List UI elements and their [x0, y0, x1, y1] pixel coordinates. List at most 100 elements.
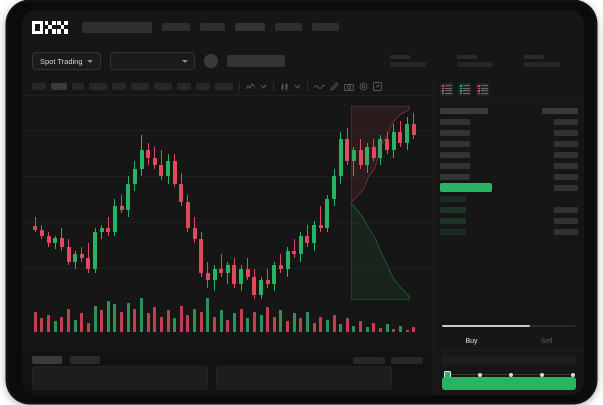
camera-icon[interactable] [344, 83, 354, 91]
volume-bar [159, 316, 163, 332]
candle-body [179, 183, 184, 203]
orders-action-0[interactable] [353, 357, 385, 364]
timeframe-button-1[interactable] [51, 83, 67, 90]
chart-type-icon[interactable] [280, 82, 289, 91]
stat-value [524, 61, 560, 67]
ask-size [554, 140, 578, 147]
candle-wick [81, 246, 83, 262]
app-screen: Spot Trading [22, 10, 584, 395]
market-type-dropdown[interactable]: Spot Trading [32, 52, 101, 70]
timeframe-button-2[interactable] [72, 83, 84, 90]
buy-sell-tabs: Buy Sell [434, 332, 584, 350]
timeframe-button-8[interactable] [196, 83, 210, 90]
orderbook-bid-row[interactable] [440, 216, 578, 225]
pencil-icon[interactable] [330, 82, 339, 91]
orderbook-last-price-row[interactable] [440, 183, 578, 192]
timeframe-button-4[interactable] [112, 83, 126, 90]
logo-letter-x [57, 20, 68, 34]
volume-bar [345, 318, 349, 332]
trading-pair-select[interactable] [109, 52, 195, 70]
volume-bar [292, 313, 296, 332]
okx-logo-icon[interactable] [32, 20, 68, 34]
toolbar-divider [273, 82, 274, 91]
orderbook-bid-row[interactable] [440, 227, 578, 236]
nav-item-0[interactable] [162, 23, 190, 31]
candle-body [132, 168, 137, 184]
volume-bar [67, 308, 70, 332]
candle-body [345, 139, 350, 162]
tab-open-orders[interactable] [32, 356, 62, 369]
slider-stop-50[interactable] [509, 372, 513, 377]
orderbook-asks-icon[interactable] [476, 83, 489, 96]
candle-body [119, 206, 124, 210]
candle-body [39, 230, 44, 236]
timeframe-button-9[interactable] [215, 83, 233, 90]
price-chart[interactable] [22, 96, 433, 350]
orderbook-ask-row[interactable] [440, 150, 578, 159]
volume-bar [120, 311, 124, 332]
orders-action-1[interactable] [391, 357, 423, 364]
orderbook-ask-row[interactable] [440, 172, 578, 181]
nav-item-1[interactable] [200, 23, 225, 31]
market-subheader: Spot Trading [22, 44, 584, 78]
nav-item-3[interactable] [275, 23, 302, 31]
volume-bar [398, 325, 402, 332]
orders-panel-block-0[interactable] [32, 366, 208, 390]
candle-body [285, 250, 290, 270]
candle-body [332, 176, 337, 199]
volume-bar [93, 305, 97, 332]
slider-stop-100[interactable] [571, 372, 576, 377]
volume-bar [186, 315, 190, 332]
orderbook-both-icon[interactable] [440, 83, 453, 96]
search-input[interactable] [82, 21, 152, 33]
orderbook-ask-row[interactable] [440, 128, 578, 137]
orderbook-bid-row[interactable] [440, 205, 578, 214]
timeframe-button-3[interactable] [89, 83, 107, 90]
fullscreen-icon[interactable] [373, 82, 382, 91]
last-price-size [554, 184, 578, 191]
timeframe-button-7[interactable] [177, 83, 191, 90]
volume-bar [153, 307, 157, 332]
candle-body [112, 206, 117, 232]
timeframe-button-6[interactable] [154, 83, 172, 90]
orders-panel-block-1[interactable] [216, 366, 392, 390]
volume-bar [259, 315, 263, 332]
indicator-icon[interactable] [246, 83, 255, 90]
chart-toolbar [22, 78, 433, 96]
pair-avatar [203, 54, 218, 68]
candle-body [86, 258, 91, 270]
volume-bar [140, 298, 144, 332]
orderbook-bids-icon[interactable] [458, 83, 471, 96]
volume-bar [86, 322, 90, 332]
volume-bar [173, 318, 177, 332]
market-type-label: Spot Trading [40, 56, 83, 66]
tab-buy[interactable]: Buy [465, 337, 478, 345]
amount-input[interactable] [442, 355, 576, 365]
wave-line-icon[interactable] [314, 84, 325, 90]
nav-item-2[interactable] [235, 23, 265, 31]
chevron-down-icon[interactable] [294, 84, 301, 89]
timeframe-button-0[interactable] [32, 83, 46, 90]
candle-body [219, 269, 224, 273]
settings-gear-icon[interactable] [359, 82, 368, 91]
slider-stop-25[interactable] [477, 372, 482, 377]
timeframe-button-5[interactable] [131, 83, 149, 90]
volume-bar [252, 311, 256, 332]
volume-bar [193, 308, 197, 332]
bid-size [554, 206, 578, 213]
nav-item-4[interactable] [312, 23, 339, 31]
chevron-down-icon[interactable] [260, 84, 267, 89]
orderbook-bid-row[interactable] [440, 194, 578, 203]
orderbook-ask-row[interactable] [440, 161, 578, 170]
volume-bar [286, 321, 290, 332]
tab-order-history[interactable] [70, 356, 100, 364]
slider-stop-75[interactable] [540, 372, 545, 377]
orderbook-rows[interactable] [434, 101, 584, 236]
submit-buy-button[interactable] [442, 377, 576, 390]
candle-body [325, 198, 330, 229]
logo-letter-k [44, 20, 56, 34]
orders-actions [353, 357, 423, 364]
orderbook-ask-row[interactable] [440, 117, 578, 126]
tab-sell[interactable]: Sell [540, 337, 553, 345]
orderbook-ask-row[interactable] [440, 139, 578, 148]
